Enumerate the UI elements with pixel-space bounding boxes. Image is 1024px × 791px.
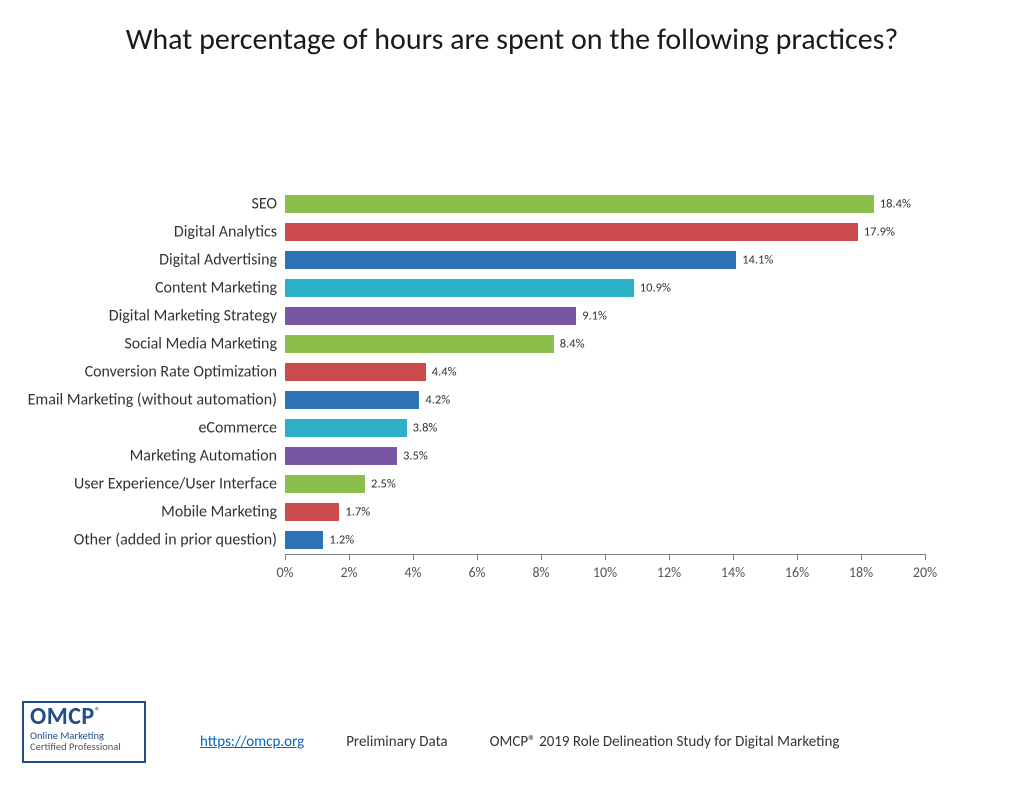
x-tick-label: 20%: [913, 564, 937, 581]
x-tick: [605, 554, 606, 560]
category-label: Digital Analytics: [174, 223, 285, 242]
x-tick: [413, 554, 414, 560]
bar-value-label: 10.9%: [634, 281, 671, 296]
x-tick-label: 0%: [276, 564, 293, 581]
bar: 17.9%: [285, 223, 858, 241]
bar-value-label: 4.2%: [419, 393, 450, 408]
bar: 3.5%: [285, 447, 397, 465]
x-tick-label: 8%: [532, 564, 549, 581]
slide-page: What percentage of hours are spent on th…: [0, 0, 1024, 791]
x-tick: [477, 554, 478, 560]
bar-value-label: 1.7%: [339, 505, 370, 520]
bar-value-label: 3.5%: [397, 449, 428, 464]
logo-subtitle-2: Certified Professional: [30, 741, 138, 752]
omcp-link[interactable]: https://omcp.org: [200, 733, 304, 751]
category-label: Content Marketing: [155, 279, 285, 298]
x-tick-label: 10%: [593, 564, 617, 581]
bar-value-label: 8.4%: [554, 337, 585, 352]
hours-bar-chart: SEO18.4%Digital Analytics17.9%Digital Ad…: [60, 185, 965, 604]
category-label: Marketing Automation: [130, 447, 285, 466]
bar: 1.7%: [285, 503, 339, 521]
category-label: Conversion Rate Optimization: [85, 363, 285, 382]
logo-main-text: OMCP®: [30, 705, 138, 729]
x-tick: [349, 554, 350, 560]
x-tick-label: 6%: [468, 564, 485, 581]
category-label: Digital Marketing Strategy: [109, 307, 285, 326]
x-tick-label: 18%: [849, 564, 873, 581]
x-tick-label: 4%: [404, 564, 421, 581]
chart-plot-area: SEO18.4%Digital Analytics17.9%Digital Ad…: [285, 185, 925, 564]
chart-title: What percentage of hours are spent on th…: [0, 22, 1024, 58]
omcp-logo: OMCP® Online Marketing Certified Profess…: [22, 701, 146, 763]
x-tick: [861, 554, 862, 560]
category-label: SEO: [251, 195, 285, 214]
x-tick-label: 16%: [785, 564, 809, 581]
bar-value-label: 17.9%: [858, 225, 895, 240]
x-tick: [925, 554, 926, 560]
x-tick-label: 12%: [657, 564, 681, 581]
bar: 4.2%: [285, 391, 419, 409]
bar: 1.2%: [285, 531, 323, 549]
bar: 10.9%: [285, 279, 634, 297]
category-label: Social Media Marketing: [124, 335, 285, 354]
preliminary-data-label: Preliminary Data: [346, 733, 447, 751]
x-tick: [733, 554, 734, 560]
category-label: eCommerce: [198, 419, 285, 438]
x-tick-label: 2%: [340, 564, 357, 581]
bar-value-label: 2.5%: [365, 477, 396, 492]
bar: 9.1%: [285, 307, 576, 325]
bar: 4.4%: [285, 363, 426, 381]
category-label: Mobile Marketing: [161, 503, 285, 522]
x-tick: [541, 554, 542, 560]
bar: 3.8%: [285, 419, 407, 437]
category-label: Other (added in prior question): [74, 531, 285, 550]
footer-text-row: https://omcp.org Preliminary Data OMCP® …: [200, 733, 1004, 751]
bar-value-label: 1.2%: [323, 533, 354, 548]
bar: 14.1%: [285, 251, 736, 269]
x-tick-label: 14%: [721, 564, 745, 581]
bar-value-label: 4.4%: [426, 365, 457, 380]
bar: 8.4%: [285, 335, 554, 353]
x-tick: [285, 554, 286, 560]
category-label: User Experience/User Interface: [74, 475, 285, 494]
logo-acronym: OMCP: [30, 702, 95, 731]
slide-footer: OMCP® Online Marketing Certified Profess…: [0, 693, 1024, 763]
bar-value-label: 14.1%: [736, 253, 773, 268]
category-label: Email Marketing (without automation): [28, 391, 285, 410]
registered-mark-icon: ®: [95, 705, 101, 718]
study-citation: OMCP® 2019 Role Delineation Study for Di…: [490, 733, 840, 751]
bar-value-label: 18.4%: [874, 197, 911, 212]
bar: 2.5%: [285, 475, 365, 493]
bar-value-label: 9.1%: [576, 309, 607, 324]
x-tick: [669, 554, 670, 560]
category-label: Digital Advertising: [159, 251, 285, 270]
bar: 18.4%: [285, 195, 874, 213]
x-tick: [797, 554, 798, 560]
bar-value-label: 3.8%: [407, 421, 438, 436]
